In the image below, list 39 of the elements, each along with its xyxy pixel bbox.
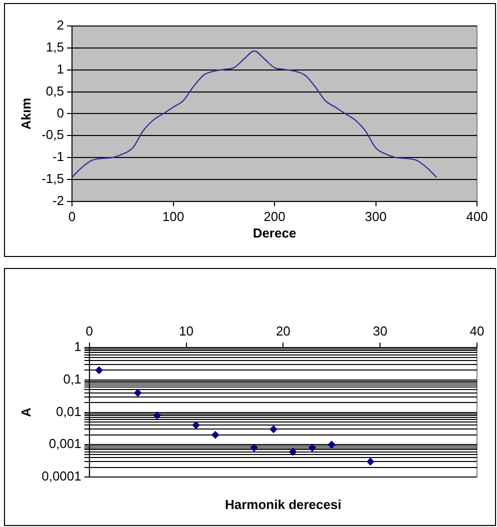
x-axis-title: Harmonik derecesi: [225, 497, 342, 512]
y-tick-label: -0,5: [42, 127, 64, 142]
y-tick-label: 0,1: [63, 372, 82, 387]
x-tick-label: 100: [162, 208, 184, 224]
x-tick-label: 40: [470, 323, 484, 338]
y-tick-label: 1: [74, 339, 82, 354]
point: [192, 421, 200, 430]
y-tick-label: 0,5: [46, 83, 64, 98]
y-tick-label: 2: [56, 18, 64, 33]
x-tick-label: 200: [264, 208, 286, 224]
x-axis-title: Derece: [252, 225, 296, 240]
y-tick-label: 1: [56, 61, 64, 76]
y-tick-label: 0,001: [48, 436, 82, 452]
point: [153, 411, 162, 420]
x-tick-label: 30: [372, 323, 388, 338]
y-tick-label: -2: [52, 192, 64, 208]
y-tick-label: -1: [52, 149, 64, 164]
line-series: [72, 50, 438, 178]
x-tick-label: 400: [466, 208, 488, 224]
y-axis-title: Akım: [18, 98, 34, 130]
point: [250, 444, 258, 452]
x-tick-label: 300: [364, 208, 387, 224]
point: [366, 458, 374, 466]
y-axis-title: A: [18, 406, 34, 417]
y-tick-label: 0: [56, 105, 64, 120]
point: [269, 425, 278, 434]
point: [308, 444, 316, 452]
x-tick-label: 10: [179, 323, 194, 338]
point: [288, 448, 297, 456]
point: [328, 440, 336, 449]
point: [134, 388, 142, 397]
y-tick-label: -1,5: [42, 171, 64, 186]
x-tick-label: 0: [86, 323, 93, 338]
y-tick-label: 0,0001: [42, 468, 82, 484]
y-tick-label: 1,5: [46, 40, 64, 55]
x-tick-label: 20: [276, 323, 290, 338]
y-tick-label: 0,01: [56, 404, 82, 419]
point: [211, 430, 220, 439]
point: [95, 366, 104, 374]
